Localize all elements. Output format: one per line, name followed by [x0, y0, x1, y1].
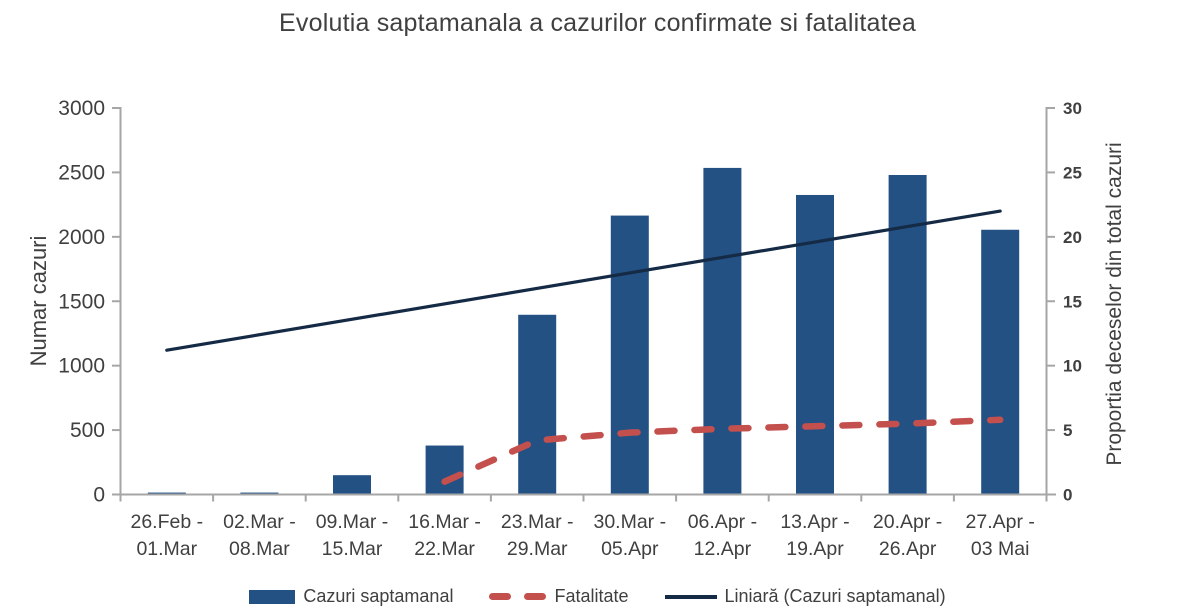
trend-line	[165, 209, 1002, 352]
bar-series-swatch	[249, 589, 296, 604]
legend-item-cazuri-saptamanal: Cazuri saptamanal	[249, 586, 453, 607]
x-axis-label-line1: 23.Mar -	[501, 511, 574, 533]
y-axis-left-title: Numar cazuri	[26, 236, 51, 367]
chart-title: Evolutia saptamanala a cazurilor confirm…	[279, 9, 916, 37]
legend-label-fatalitate: Fatalitate	[554, 586, 629, 606]
x-axis-label-line1: 02.Mar -	[223, 511, 296, 533]
x-axis-label-line1: 06.Apr -	[688, 511, 757, 533]
y-axis-right-tick-label: 5	[1063, 421, 1072, 440]
bar	[981, 229, 1020, 495]
bar	[610, 215, 649, 495]
legend-label-cazuri-saptamanal: Cazuri saptamanal	[303, 586, 454, 606]
y-axis-left-tick-label: 2500	[58, 161, 105, 184]
y-axis-right-title: Proportia deceselor din total cazuri	[1103, 142, 1126, 465]
bar	[703, 167, 742, 495]
x-axis-label-line2: 12.Apr	[694, 538, 752, 560]
dashed-line-swatch	[489, 593, 547, 600]
y-axis-left-tick-label: 1500	[58, 290, 105, 313]
x-axis-label-line1: 20.Apr -	[873, 511, 942, 533]
x-axis-label-line2: 19.Apr	[786, 538, 844, 560]
bar	[425, 445, 464, 495]
x-axis-label-line2: 26.Apr	[879, 538, 937, 560]
x-axis-label-line2: 29.Mar	[507, 538, 568, 560]
x-axis-label-line1: 13.Apr -	[780, 511, 849, 533]
legend-label-liniara: Liniară (Cazuri saptamanal)	[724, 586, 946, 606]
y-axis-right-tick-label: 20	[1063, 228, 1082, 247]
x-axis-label-line1: 09.Mar -	[316, 511, 389, 533]
x-axis-label-line1: 30.Mar -	[593, 511, 666, 533]
x-axis-label-line1: 27.Apr -	[966, 511, 1035, 533]
y-axis-left-tick-label: 0	[93, 484, 105, 507]
y-axis-right-tick-label: 15	[1063, 292, 1082, 311]
legend-item-fatalitate: Fatalitate	[489, 586, 629, 607]
dash-segment	[524, 593, 547, 600]
trend-line-swatch	[664, 594, 717, 599]
legend-item-liniara: Liniară (Cazuri saptamanal)	[664, 586, 946, 607]
y-axis-right-tick-label: 10	[1063, 357, 1082, 376]
legend: Cazuri saptamanal Fatalitate Liniară (Ca…	[0, 586, 1195, 607]
x-axis-label-line2: 15.Mar	[322, 538, 383, 560]
y-axis-left-tick-label: 1000	[58, 355, 105, 378]
x-axis-label-line2: 22.Mar	[414, 538, 475, 560]
dash-segment	[489, 593, 512, 600]
bar	[518, 314, 557, 495]
x-axis-label-line2: 05.Apr	[601, 538, 659, 560]
x-axis-label-line2: 08.Mar	[229, 538, 290, 560]
x-axis-label-line2: 01.Mar	[136, 538, 197, 560]
x-axis-label-line1: 26.Feb -	[130, 511, 203, 533]
y-axis-right-tick-label: 30	[1063, 99, 1082, 118]
y-axis-left-tick-label: 3000	[58, 97, 105, 120]
y-axis-left-tick-label: 2000	[58, 226, 105, 249]
y-axis-right-tick-label: 25	[1063, 163, 1082, 182]
bar	[333, 475, 371, 495]
x-axis-label-line2: 03 Mai	[971, 538, 1030, 560]
x-axis-label-line1: 16.Mar -	[408, 511, 481, 533]
y-axis-right-tick-label: 0	[1063, 486, 1072, 505]
y-axis-left-tick-label: 500	[70, 419, 105, 442]
